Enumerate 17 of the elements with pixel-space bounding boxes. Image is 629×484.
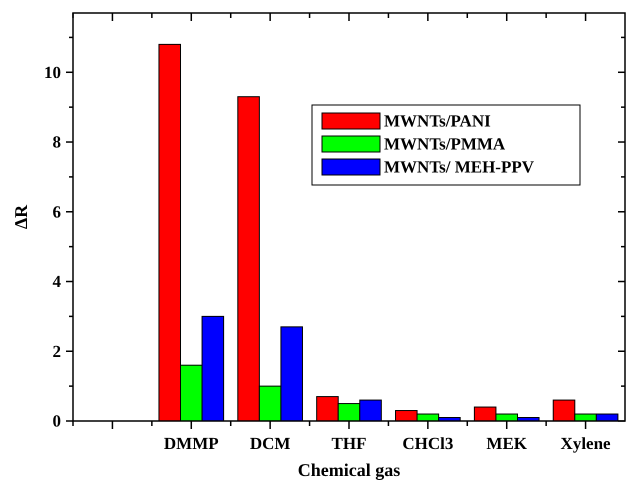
y-axis-title: ΔR: [11, 204, 31, 230]
x-tick-label: DMMP: [164, 434, 219, 453]
y-tick-label: 8: [52, 132, 61, 152]
y-tick-label: 6: [52, 202, 61, 222]
legend-label: MWNTs/PANI: [384, 112, 492, 130]
x-tick-label: DCM: [250, 434, 290, 453]
x-tick-label: Xylene: [560, 434, 612, 453]
y-tick-label: 10: [44, 62, 61, 82]
x-axis-title: Chemical gas: [298, 460, 400, 480]
x-tick-label: MEK: [486, 434, 528, 453]
y-tick-label: 4: [52, 272, 62, 292]
legend-label: MWNTs/PMMA: [384, 134, 506, 154]
x-tick-label: CHCl3: [402, 434, 454, 453]
y-tick-label: 2: [52, 342, 61, 361]
legend-label: MWNTs/ MEH-PPV: [384, 158, 535, 176]
x-tick-label: THF: [332, 434, 366, 453]
y-tick-label: 0: [52, 412, 61, 430]
